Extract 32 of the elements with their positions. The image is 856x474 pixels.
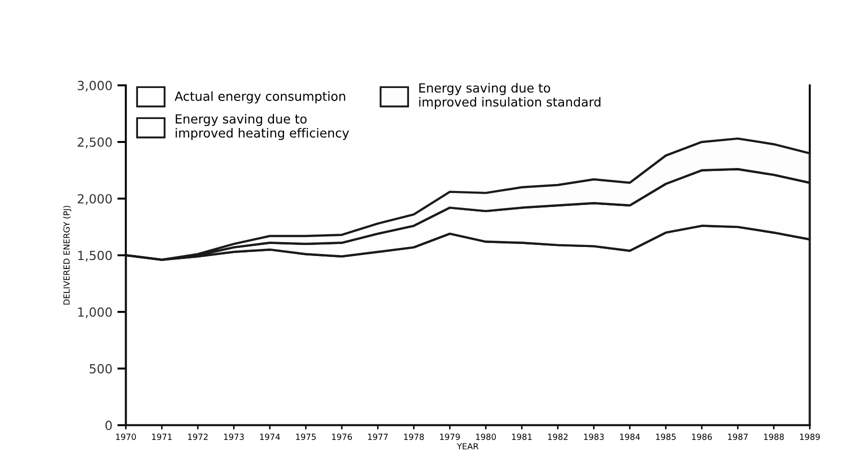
y-tick-label: 3,000 xyxy=(78,80,112,92)
x-tick-label: 1975 xyxy=(296,434,316,440)
x-tick-label: 1977 xyxy=(368,434,388,440)
x-tick-label: 1985 xyxy=(656,434,676,440)
x-tick-label: 1974 xyxy=(260,434,280,440)
x-tick-label: 1978 xyxy=(404,434,424,440)
x-tick-label: 1979 xyxy=(440,434,460,440)
x-tick-label: 1989 xyxy=(800,434,820,440)
x-tick-label: 1973 xyxy=(224,434,244,440)
x-tick-label: 1970 xyxy=(116,434,136,440)
x-tick-label: 1984 xyxy=(620,434,640,440)
x-tick-label: 1972 xyxy=(188,434,208,440)
y-tick-label: 1,000 xyxy=(78,307,112,318)
y-axis-title: DELIVERED ENERGY (PJ) xyxy=(63,206,72,305)
x-tick-label: 1976 xyxy=(332,434,352,440)
y-tick-label: 500 xyxy=(90,364,112,374)
legend-label: Actual energy consumption xyxy=(174,91,346,104)
x-tick-label: 1980 xyxy=(476,434,496,440)
x-tick-label: 1981 xyxy=(512,434,532,440)
x-tick-label: 1983 xyxy=(584,434,604,440)
x-axis-title: YEAR xyxy=(456,443,478,450)
x-tick-label: 1982 xyxy=(548,434,568,440)
x-tick-label: 1971 xyxy=(152,434,172,440)
y-tick-label: 0 xyxy=(106,420,112,430)
x-tick-label: 1987 xyxy=(728,434,748,440)
x-tick-label: 1988 xyxy=(764,434,784,440)
y-tick-label: 2,000 xyxy=(78,194,112,205)
y-tick-label: 1,500 xyxy=(78,250,112,262)
y-tick-label: 2,500 xyxy=(78,137,112,148)
legend-label: Energy saving due to improved heating efficiency xyxy=(176,114,349,140)
legend-label: Energy saving due to improved insulation standard xyxy=(419,82,600,110)
x-tick-label: 1986 xyxy=(692,434,712,440)
